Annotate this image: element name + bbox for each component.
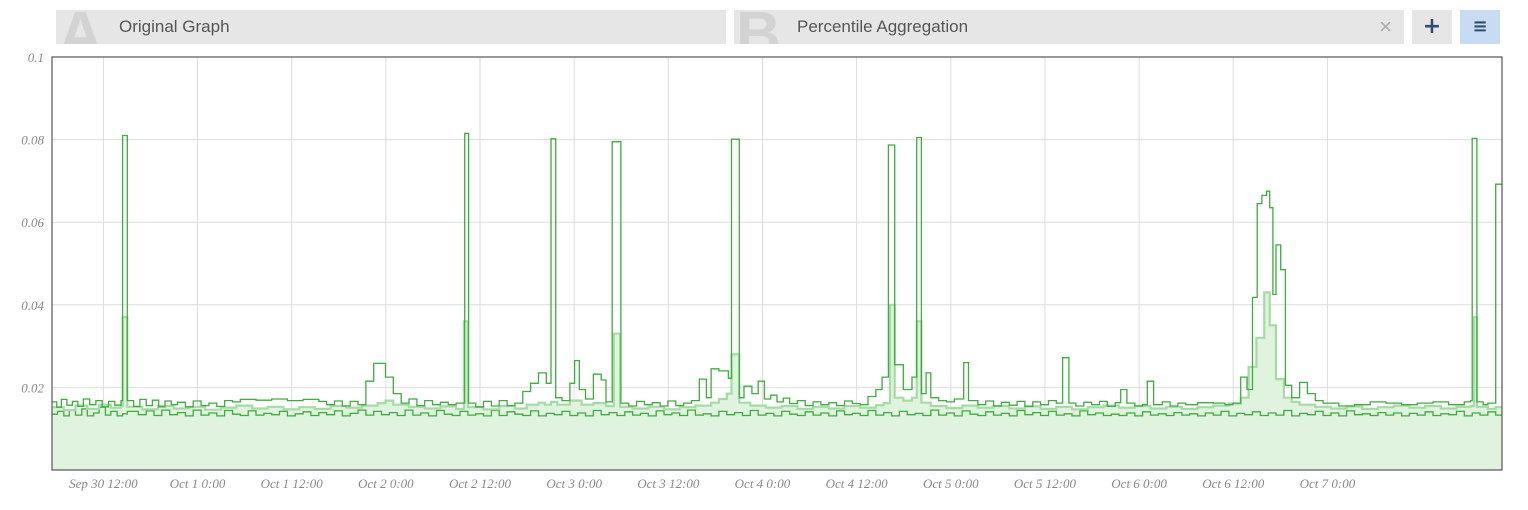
y-tick-label: 0.06 [21, 215, 44, 230]
panel-a-original-graph[interactable]: A Original Graph [56, 10, 726, 44]
x-tick-label: Oct 1 0:00 [170, 476, 226, 491]
x-tick-label: Oct 2 0:00 [358, 476, 414, 491]
x-tick-label: Sep 30 12:00 [69, 476, 138, 491]
y-tick-label: 0.1 [28, 50, 44, 65]
series-lines [52, 132, 1502, 417]
x-tick-label: Oct 6 0:00 [1111, 476, 1167, 491]
panel-title: Percentile Aggregation [797, 17, 969, 36]
y-tick-label: 0.04 [21, 298, 44, 313]
x-tick-label: Oct 4 12:00 [826, 476, 889, 491]
x-tick-label: Oct 3 12:00 [637, 476, 700, 491]
panel-b-percentile-aggregation[interactable]: B Percentile Aggregation × [734, 10, 1404, 44]
x-tick-label: Oct 7 0:00 [1300, 476, 1356, 491]
series-line-upper [52, 132, 1502, 408]
area-fill [52, 292, 1502, 470]
panel-letter: A [58, 10, 103, 44]
close-icon[interactable]: × [1379, 14, 1392, 39]
series-line-median [52, 291, 1502, 412]
y-tick-label: 0.02 [21, 380, 44, 395]
x-axis: Sep 30 12:00 Oct 1 0:00 Oct 1 12:00 Oct 2 0… [69, 476, 1356, 491]
panel-title: Original Graph [119, 17, 230, 36]
x-tick-label: Oct 4 0:00 [735, 476, 791, 491]
y-tick-label: 0.08 [21, 133, 44, 148]
x-tick-label: Oct 5 0:00 [923, 476, 979, 491]
add-button[interactable]: + [1412, 10, 1452, 44]
x-tick-label: Oct 1 12:00 [261, 476, 324, 491]
series-area [52, 292, 1502, 470]
menu-button[interactable]: ≡ [1460, 10, 1500, 44]
plot-frame [51, 56, 1503, 471]
series-line-lower [52, 406, 1502, 417]
panel-letter: B [736, 10, 781, 44]
x-tick-label: Oct 2 12:00 [449, 476, 512, 491]
x-tick-label: Oct 5 12:00 [1014, 476, 1077, 491]
x-tick-label: Oct 6 12:00 [1202, 476, 1265, 491]
y-axis: 0.1 0.08 0.06 0.04 0.02 [21, 50, 44, 395]
x-tick-label: Oct 3 0:00 [546, 476, 602, 491]
